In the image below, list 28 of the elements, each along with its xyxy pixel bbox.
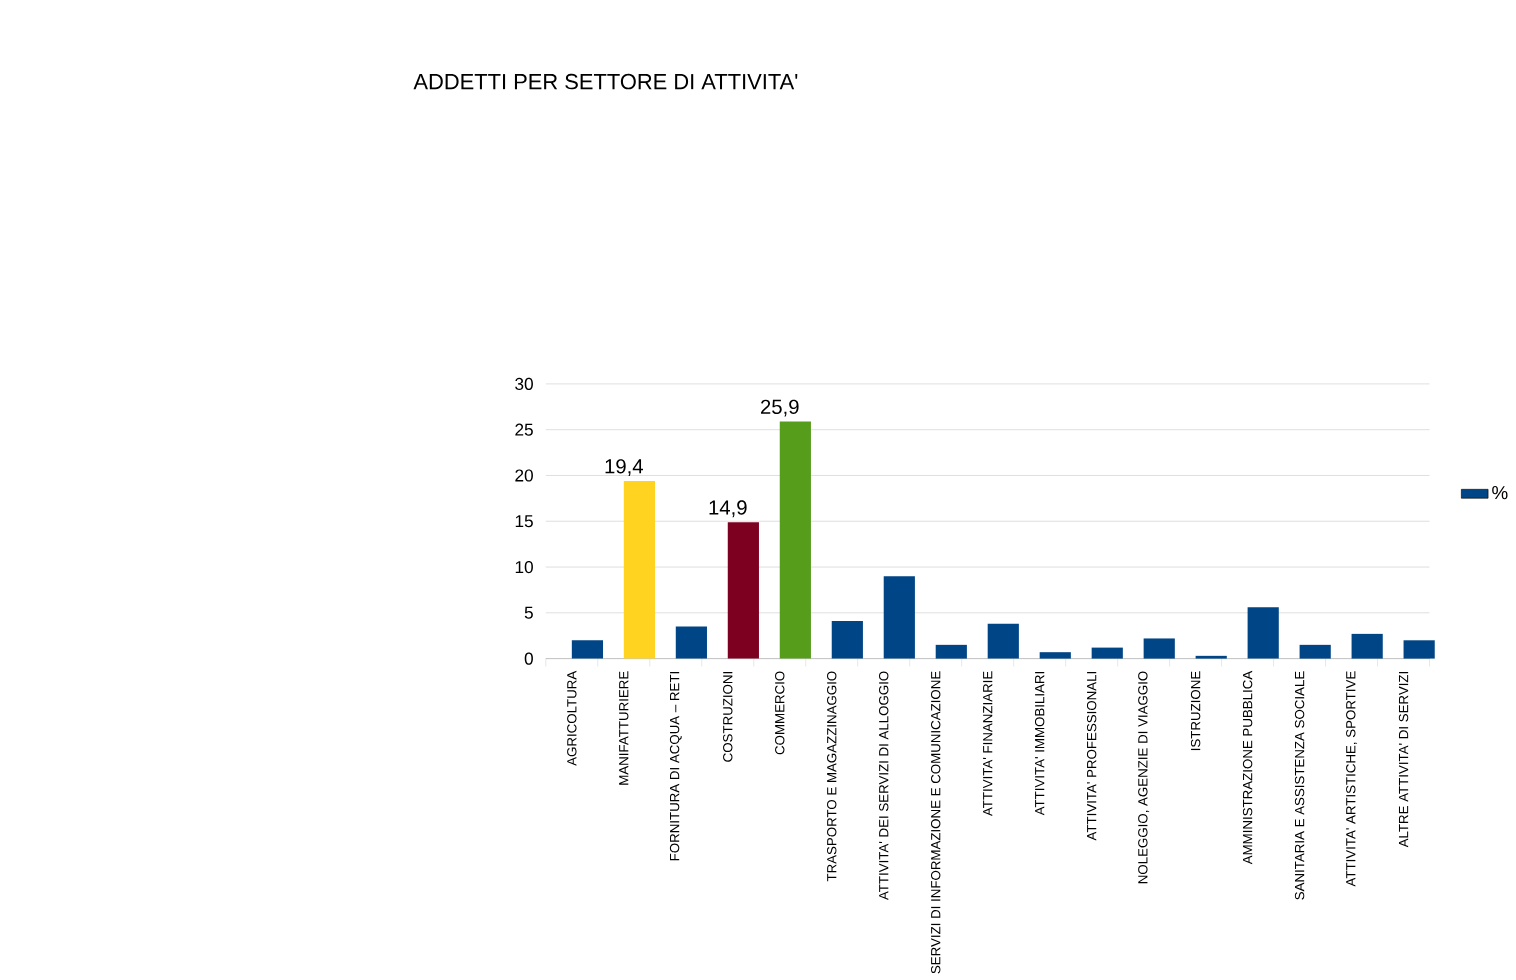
- bar: [935, 645, 967, 659]
- bar: [1039, 652, 1071, 659]
- y-tick-label: 20: [515, 469, 533, 482]
- legend-label: %: [1492, 486, 1508, 500]
- bar: [571, 640, 604, 659]
- bar: [1091, 647, 1123, 659]
- bar: [1299, 645, 1331, 659]
- y-tick-label: 5: [524, 607, 533, 620]
- bar: [1143, 638, 1175, 659]
- bar: [1247, 607, 1279, 659]
- bar: [623, 481, 655, 659]
- bar: [883, 576, 915, 659]
- y-tick-label: 0: [524, 652, 533, 666]
- bar: [831, 621, 863, 659]
- y-tick-label: 30: [515, 378, 533, 391]
- bar: [1403, 640, 1435, 659]
- data-label: 19,4: [605, 459, 643, 477]
- y-tick-label: 25: [515, 423, 533, 437]
- chart-title: ADDETTI PER SETTORE DI ATTIVITA': [413, 74, 798, 90]
- bar: [675, 626, 707, 659]
- bar: [987, 624, 1019, 659]
- data-label: 14,9: [709, 500, 747, 518]
- y-tick-label: 15: [515, 515, 533, 528]
- bar: [1351, 634, 1383, 659]
- bar: [727, 522, 759, 659]
- data-label: 25,9: [761, 399, 799, 417]
- bar: [779, 421, 811, 659]
- y-tick-label: 10: [515, 561, 533, 574]
